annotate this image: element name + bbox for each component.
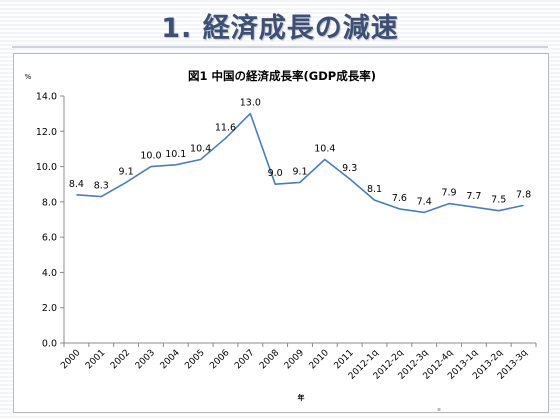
x-tick-label: 2004 [159,348,182,371]
data-label: 10.4 [190,144,211,155]
gdp-growth-series-line [76,112,524,214]
data-label: 7.9 [441,188,456,199]
x-axis-title: 年 [298,393,305,402]
x-tick-label: 2011 [333,348,356,371]
data-label: 8.1 [367,184,382,195]
title-divider [12,46,548,48]
x-tick-label: 2002 [109,348,132,371]
data-label: 7.8 [516,189,531,200]
chart-title: 図1 中国の経済成長率(GDP成長率) [188,69,376,83]
data-label: 13.0 [240,98,261,109]
x-tick-label: 2008 [258,348,281,371]
data-label: 8.3 [94,181,109,192]
x-tick-label: 2009 [283,348,306,371]
data-label: 10.1 [165,149,186,160]
data-label: 7.6 [392,193,407,204]
data-label: 7.5 [491,195,506,206]
y-tick-label: 8.0 [42,197,57,208]
x-tick-label: 2001 [84,348,107,371]
x-tick-label: 2006 [208,348,231,371]
x-tick-label: 2007 [233,348,256,371]
x-tick-label: 2003 [134,348,157,371]
y-tick-label: 12.0 [36,127,57,138]
gdp-growth-line-chart: 図1 中国の経済成長率(GDP成長率)% 年 0.0 2.0 4.0 6.0 8.0 10.0… [25,69,537,402]
slide-title: 1. 経済成長の減速 [161,13,399,44]
data-label: 8.4 [69,179,84,190]
y-tick-label: 14.0 [36,92,57,103]
data-label: 9.3 [342,163,357,174]
x-tick-label: 2000 [59,348,82,371]
chart-frame: 図1 中国の経済成長率(GDP成長率)% 年 0.0 2.0 4.0 6.0 8.0 10.0… [13,53,549,413]
data-label: 9.1 [119,166,134,177]
y-tick-label: 0.0 [42,339,57,350]
data-label: 10.4 [314,144,335,155]
y-tick-label: 10.0 [36,162,57,173]
data-label: 9.0 [268,168,283,179]
data-label: 10.0 [140,151,161,162]
data-label: 7.7 [466,191,481,202]
y-tick-label: 4.0 [42,268,57,279]
x-tick-label: 2010 [308,348,331,371]
data-label: 7.4 [417,196,432,207]
y-tick-label: 2.0 [42,303,57,314]
slide-corner-dot: ▪ [437,406,442,413]
data-label: 9.1 [292,166,307,177]
x-tick-label: 2005 [183,348,206,371]
data-label: 11.6 [215,122,236,133]
y-axis-unit-label: % [25,73,32,81]
y-tick-label: 6.0 [42,233,57,244]
